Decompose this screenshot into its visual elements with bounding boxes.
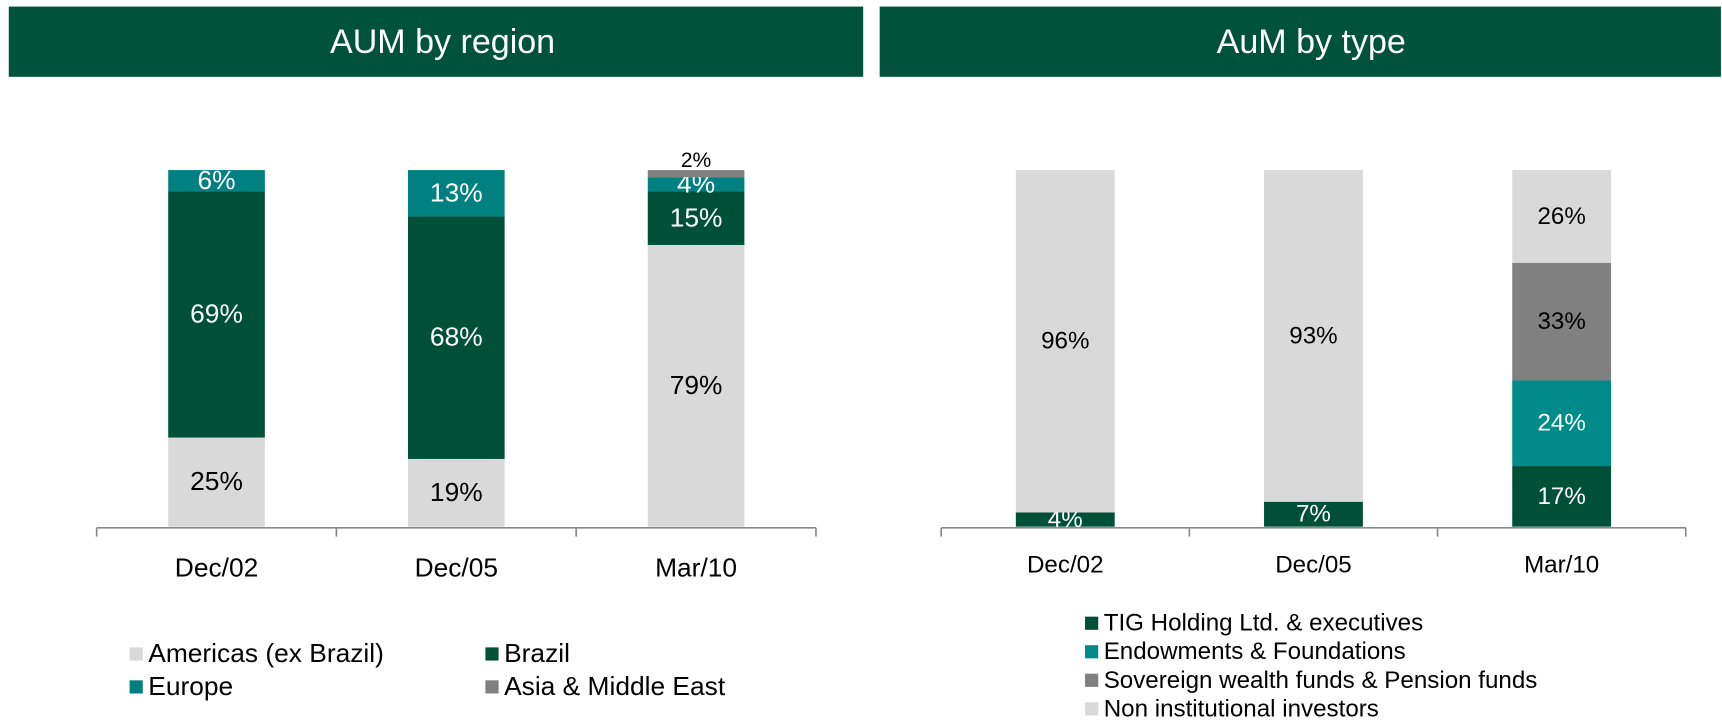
legend-swatch [485,680,499,694]
data-label: 96% [1041,328,1089,355]
bar-segment [1512,466,1612,527]
legend-swatch [1085,645,1099,659]
bar-segment [1015,512,1115,527]
bar-segment [647,170,745,178]
chart-title: AUM by region [330,23,555,61]
legend-swatch [485,647,499,661]
x-tick-label: Mar/10 [655,552,737,582]
data-label: 69% [190,299,243,329]
legend-label: Americas (ex Brazil) [148,638,384,668]
legend-label: TIG Holding Ltd. & executives [1104,610,1423,637]
bar-segment [168,170,265,192]
header-bar [8,6,864,77]
data-label: 17% [1537,483,1585,510]
bar-segment [1512,380,1612,467]
bar-segment [1264,501,1363,527]
data-label: 25% [190,466,243,496]
x-tick-label: Dec/02 [175,552,258,582]
x-tick-label: Dec/05 [415,552,498,582]
legend-label: Non institutional investors [1104,695,1379,722]
data-label: 26% [1537,203,1585,230]
data-label: 19% [430,477,483,507]
data-label: 33% [1537,308,1585,335]
bar-segment [407,216,505,459]
bar-segment [647,191,745,245]
legend-label: Europe [148,671,233,701]
legend-swatch [129,647,143,661]
bar-segment [407,170,505,217]
bar-segment [168,437,265,527]
legend-swatch [1085,702,1099,716]
data-label: 13% [430,177,483,207]
header-bar [879,6,1721,77]
bar-segment [1264,170,1363,502]
chart-title: AuM by type [1217,23,1406,61]
data-label: 24% [1537,410,1585,437]
legend-swatch [1085,673,1099,687]
bar-segment [647,244,745,527]
legend-swatch [129,680,143,694]
x-tick-label: Dec/02 [1027,552,1104,579]
data-label: 2% [681,149,711,172]
data-label: 6% [197,165,235,195]
bar-segment [1512,262,1612,381]
data-label: 93% [1289,322,1337,349]
bar-segment [1512,170,1612,263]
data-label: 15% [670,202,723,232]
bar-segment [1015,170,1115,513]
legend-label: Asia & Middle East [504,671,726,701]
legend-label: Sovereign wealth funds & Pension funds [1104,667,1538,694]
data-label: 7% [1296,501,1331,528]
bar-segment [407,458,505,527]
bar-segment [647,177,745,192]
data-label: 68% [430,322,483,352]
data-label: 79% [670,370,723,400]
bar-segment [168,191,265,438]
x-tick-label: Dec/05 [1275,552,1352,579]
legend-swatch [1085,616,1099,630]
legend-label: Endowments & Foundations [1104,638,1406,665]
x-tick-label: Mar/10 [1524,552,1599,579]
legend-label: Brazil [504,638,570,668]
